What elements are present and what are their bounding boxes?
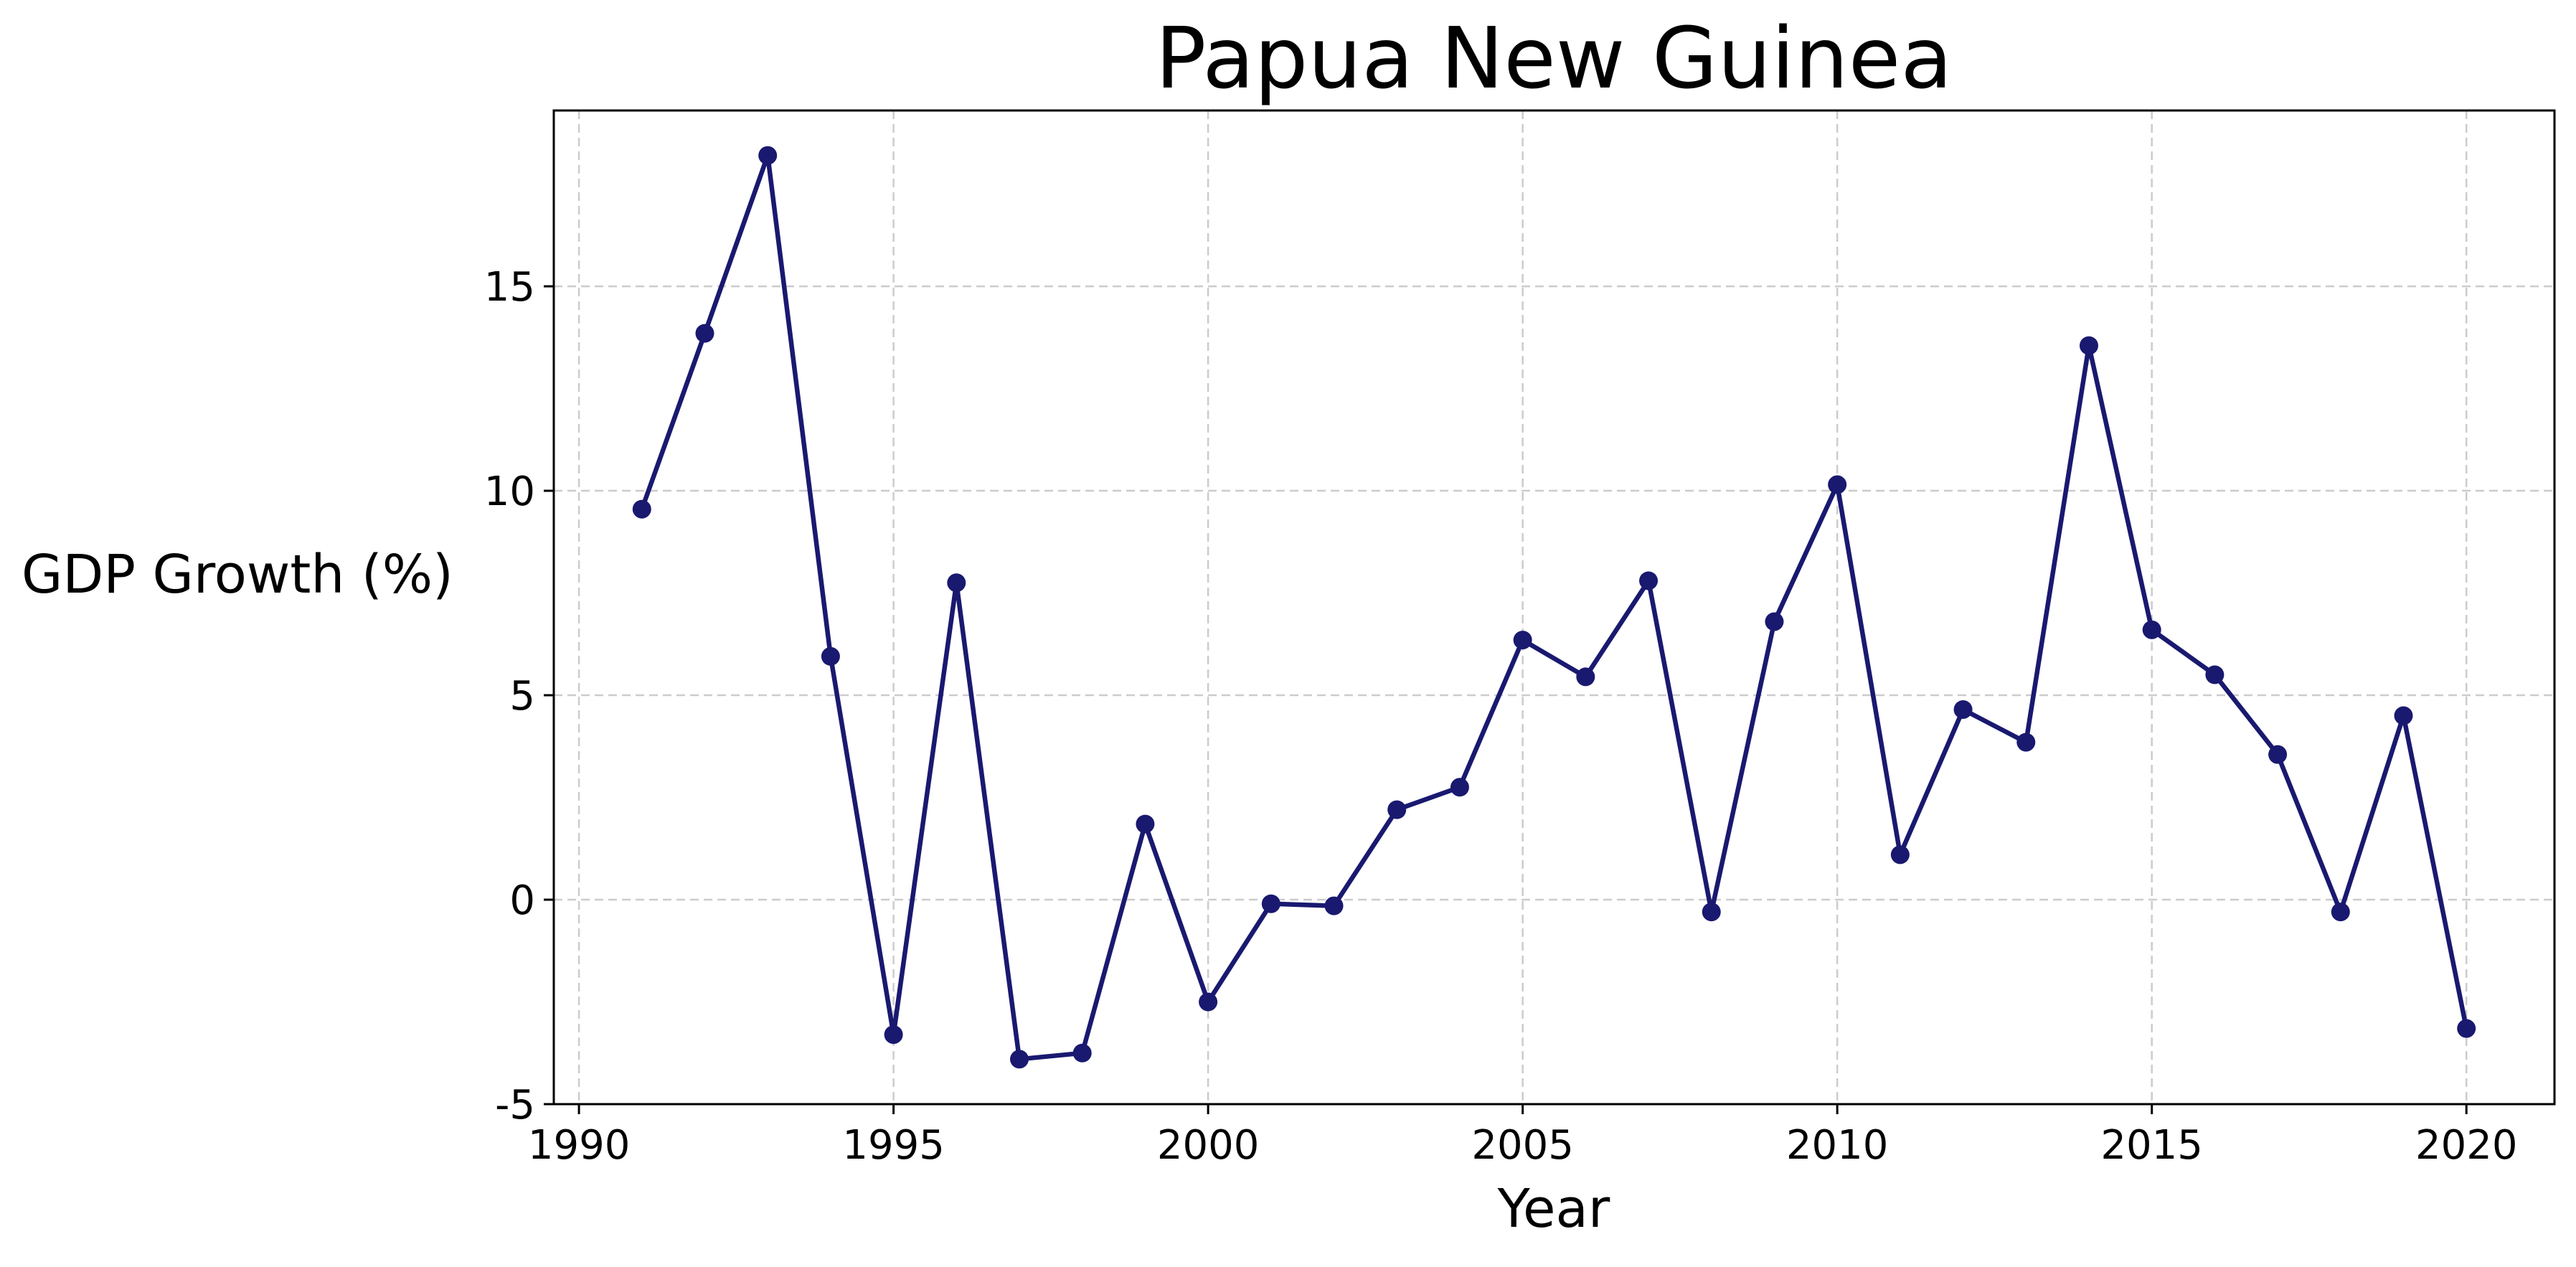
y-tick-label: 15 (484, 264, 535, 311)
x-tick-label: 1990 (528, 1122, 631, 1169)
x-tick-label: 2005 (1471, 1122, 1574, 1169)
data-point (1513, 631, 1532, 650)
y-tick-label: 0 (509, 877, 535, 924)
data-point (1953, 700, 1973, 719)
axis-ticks: 1990 1995 2000 2005 2010 2015 2020 -5 0 5 10 15 (484, 264, 2518, 1169)
data-point (884, 1025, 903, 1045)
data-point (1072, 1043, 1092, 1063)
x-tick-label: 2010 (1786, 1122, 1889, 1169)
data-point (1136, 814, 1155, 834)
data-point (1010, 1050, 1029, 1069)
x-axis-label: Year (1497, 1178, 1610, 1240)
y-tick-label: -5 (495, 1082, 535, 1129)
x-tick-label: 1995 (842, 1122, 945, 1169)
y-tick-label: 5 (509, 673, 535, 720)
data-point (1450, 778, 1469, 797)
data-point (1765, 612, 1784, 631)
series-line (639, 153, 2469, 1062)
data-point (2331, 903, 2350, 922)
data-point (632, 499, 651, 519)
data-point (1702, 903, 1721, 922)
data-point (1261, 894, 1280, 913)
chart-title: Papua New Guinea (1155, 9, 1952, 108)
data-point (1324, 896, 1344, 915)
data-point (947, 573, 966, 593)
data-series (632, 146, 2476, 1069)
y-axis-label: GDP Growth (%) (22, 544, 453, 606)
data-point (758, 146, 778, 165)
data-point (1199, 992, 1218, 1012)
data-point (821, 646, 840, 666)
data-point (1639, 571, 1659, 590)
data-point (2457, 1019, 2476, 1038)
x-tick-label: 2020 (2415, 1122, 2518, 1169)
data-point (1828, 475, 1847, 494)
data-point (2079, 336, 2098, 355)
data-point (1387, 800, 1407, 819)
plot-frame (552, 109, 2556, 1106)
data-point (695, 324, 714, 343)
y-tick-label: 10 (484, 468, 535, 515)
data-point (2016, 733, 2036, 752)
data-point (1890, 845, 1910, 865)
data-point (2205, 665, 2224, 684)
x-tick-label: 2000 (1157, 1122, 1260, 1169)
data-point (2142, 620, 2161, 639)
data-point (1576, 667, 1595, 687)
data-point (2394, 706, 2413, 725)
data-point (2268, 745, 2288, 764)
x-tick-label: 2015 (2100, 1122, 2203, 1169)
